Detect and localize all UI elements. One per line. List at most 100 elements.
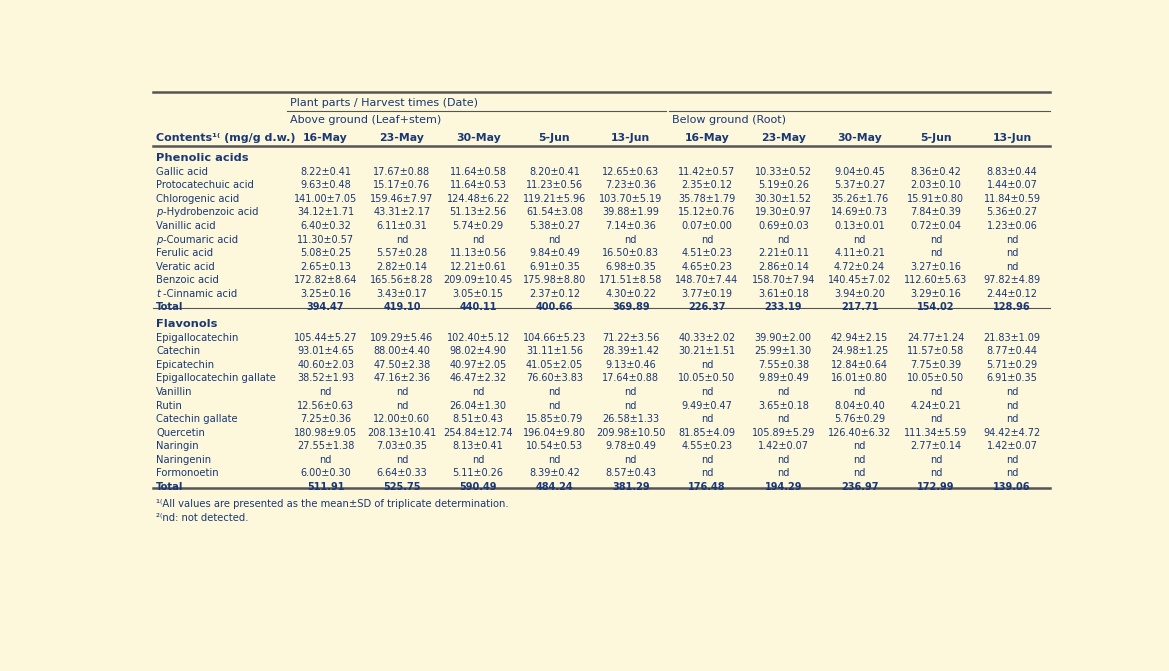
Text: 5.74±0.29: 5.74±0.29 <box>452 221 504 231</box>
Text: 8.04±0.40: 8.04±0.40 <box>835 401 885 411</box>
Text: 6.00±0.30: 6.00±0.30 <box>300 468 351 478</box>
Text: 4.72±0.24: 4.72±0.24 <box>833 262 885 272</box>
Text: 19.30±0.97: 19.30±0.97 <box>755 207 811 217</box>
Text: Vanillic acid: Vanillic acid <box>157 221 216 231</box>
Text: 400.66: 400.66 <box>535 302 573 312</box>
Text: 17.64±0.88: 17.64±0.88 <box>602 374 659 383</box>
Text: 1.42±0.07: 1.42±0.07 <box>758 441 809 451</box>
Text: 5-Jun: 5-Jun <box>920 133 952 143</box>
Text: nd: nd <box>929 414 942 424</box>
Text: ²⁽nd: not detected.: ²⁽nd: not detected. <box>157 513 249 523</box>
Text: nd: nd <box>853 468 866 478</box>
Text: 109.29±5.46: 109.29±5.46 <box>371 333 434 343</box>
Text: nd: nd <box>548 235 561 244</box>
Text: 9.89±0.49: 9.89±0.49 <box>758 374 809 383</box>
Text: 394.47: 394.47 <box>306 302 345 312</box>
Text: 102.40±5.12: 102.40±5.12 <box>447 333 510 343</box>
Text: 4.30±0.22: 4.30±0.22 <box>606 289 656 299</box>
Text: 98.02±4.90: 98.02±4.90 <box>450 346 506 356</box>
Text: nd: nd <box>395 401 408 411</box>
Text: 17.67±0.88: 17.67±0.88 <box>373 167 430 177</box>
Text: Protocatechuic acid: Protocatechuic acid <box>157 180 254 191</box>
Text: 140.45±7.02: 140.45±7.02 <box>828 275 891 285</box>
Text: nd: nd <box>624 235 637 244</box>
Text: nd: nd <box>395 387 408 397</box>
Text: 4.51±0.23: 4.51±0.23 <box>682 248 733 258</box>
Text: 159.46±7.97: 159.46±7.97 <box>371 194 434 204</box>
Text: 34.12±1.71: 34.12±1.71 <box>297 207 354 217</box>
Text: 172.99: 172.99 <box>918 482 955 492</box>
Text: 3.29±0.16: 3.29±0.16 <box>911 289 961 299</box>
Text: 3.27±0.16: 3.27±0.16 <box>911 262 961 272</box>
Text: nd: nd <box>777 235 789 244</box>
Text: 28.39±1.42: 28.39±1.42 <box>602 346 659 356</box>
Text: 12.00±0.60: 12.00±0.60 <box>373 414 430 424</box>
Text: 176.48: 176.48 <box>689 482 726 492</box>
Text: 2.82±0.14: 2.82±0.14 <box>376 262 428 272</box>
Text: p: p <box>157 235 162 244</box>
Text: 172.82±8.64: 172.82±8.64 <box>293 275 358 285</box>
Text: 3.61±0.18: 3.61±0.18 <box>758 289 809 299</box>
Text: 11.57±0.58: 11.57±0.58 <box>907 346 964 356</box>
Text: 1.44±0.07: 1.44±0.07 <box>987 180 1038 191</box>
Text: 148.70±7.44: 148.70±7.44 <box>676 275 739 285</box>
Text: 3.94±0.20: 3.94±0.20 <box>835 289 885 299</box>
Text: 10.54±0.53: 10.54±0.53 <box>526 441 583 451</box>
Text: nd: nd <box>1007 455 1018 464</box>
Text: 11.64±0.58: 11.64±0.58 <box>450 167 506 177</box>
Text: 23-May: 23-May <box>761 133 805 143</box>
Text: 11.42±0.57: 11.42±0.57 <box>678 167 735 177</box>
Text: nd: nd <box>624 387 637 397</box>
Text: nd: nd <box>319 455 332 464</box>
Text: 5.36±0.27: 5.36±0.27 <box>987 207 1038 217</box>
Text: 5.38±0.27: 5.38±0.27 <box>528 221 580 231</box>
Text: 47.50±2.38: 47.50±2.38 <box>373 360 430 370</box>
Text: nd: nd <box>1007 235 1018 244</box>
Text: Naringin: Naringin <box>157 441 199 451</box>
Text: Total: Total <box>157 482 184 492</box>
Text: 8.51±0.43: 8.51±0.43 <box>452 414 504 424</box>
Text: 61.54±3.08: 61.54±3.08 <box>526 207 583 217</box>
Text: nd: nd <box>701 235 713 244</box>
Text: 7.03±0.35: 7.03±0.35 <box>376 441 428 451</box>
Text: 3.43±0.17: 3.43±0.17 <box>376 289 428 299</box>
Text: Epigallocatechin gallate: Epigallocatechin gallate <box>157 374 276 383</box>
Text: 88.00±4.40: 88.00±4.40 <box>373 346 430 356</box>
Text: 233.19: 233.19 <box>765 302 802 312</box>
Text: 4.55±0.23: 4.55±0.23 <box>682 441 733 451</box>
Text: nd: nd <box>1007 414 1018 424</box>
Text: nd: nd <box>853 455 866 464</box>
Text: nd: nd <box>548 387 561 397</box>
Text: Naringenin: Naringenin <box>157 455 212 464</box>
Text: 40.33±2.02: 40.33±2.02 <box>678 333 735 343</box>
Text: 71.22±3.56: 71.22±3.56 <box>602 333 659 343</box>
Text: 13-Jun: 13-Jun <box>611 133 650 143</box>
Text: 171.51±8.58: 171.51±8.58 <box>599 275 663 285</box>
Text: nd: nd <box>1007 262 1018 272</box>
Text: 226.37: 226.37 <box>689 302 726 312</box>
Text: Benzoic acid: Benzoic acid <box>157 275 219 285</box>
Text: 128.96: 128.96 <box>994 302 1031 312</box>
Text: 12.84±0.64: 12.84±0.64 <box>831 360 888 370</box>
Text: 1.23±0.06: 1.23±0.06 <box>987 221 1038 231</box>
Text: 2.37±0.12: 2.37±0.12 <box>528 289 580 299</box>
Text: nd: nd <box>472 235 484 244</box>
Text: 23-May: 23-May <box>380 133 424 143</box>
Text: 217.71: 217.71 <box>841 302 878 312</box>
Text: 93.01±4.65: 93.01±4.65 <box>297 346 354 356</box>
Text: 440.11: 440.11 <box>459 302 497 312</box>
Text: 76.60±3.83: 76.60±3.83 <box>526 374 583 383</box>
Text: nd: nd <box>395 235 408 244</box>
Text: 7.14±0.36: 7.14±0.36 <box>606 221 656 231</box>
Text: -Cinnamic acid: -Cinnamic acid <box>164 289 237 299</box>
Text: 3.05±0.15: 3.05±0.15 <box>452 289 504 299</box>
Text: nd: nd <box>929 248 942 258</box>
Text: 11.64±0.53: 11.64±0.53 <box>450 180 506 191</box>
Text: 38.52±1.93: 38.52±1.93 <box>297 374 354 383</box>
Text: -Coumaric acid: -Coumaric acid <box>164 235 238 244</box>
Text: 10.05±0.50: 10.05±0.50 <box>678 374 735 383</box>
Text: nd: nd <box>624 455 637 464</box>
Text: Contents¹⁽ (mg/g d.w.): Contents¹⁽ (mg/g d.w.) <box>157 133 296 143</box>
Text: nd: nd <box>1007 401 1018 411</box>
Text: nd: nd <box>1007 468 1018 478</box>
